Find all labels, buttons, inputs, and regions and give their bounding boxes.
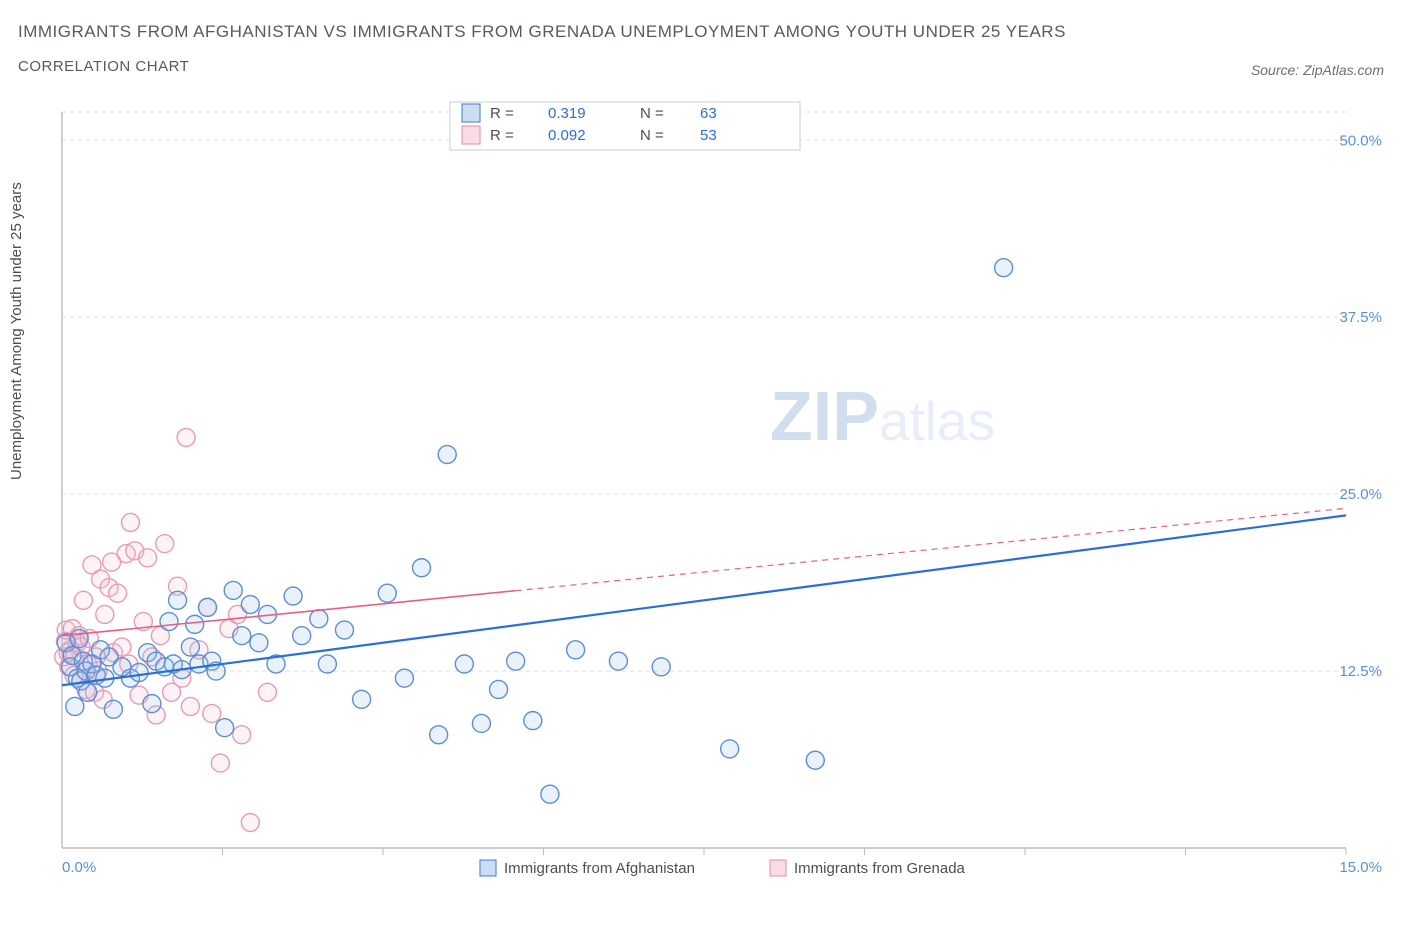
- data-point: [177, 429, 195, 447]
- data-point: [233, 627, 251, 645]
- data-point: [104, 700, 122, 718]
- regression-line-dashed: [516, 508, 1346, 590]
- data-point: [293, 627, 311, 645]
- data-point: [130, 663, 148, 681]
- legend-n-label: N =: [640, 127, 664, 144]
- data-point: [507, 652, 525, 670]
- x-axis-label-right: 15.0%: [1339, 859, 1382, 876]
- data-point: [318, 655, 336, 673]
- data-point: [310, 610, 328, 628]
- data-point: [109, 584, 127, 602]
- data-point: [413, 559, 431, 577]
- y-axis-label: Unemployment Among Youth under 25 years: [8, 182, 25, 480]
- data-point: [199, 598, 217, 616]
- legend-r-label: R =: [490, 105, 514, 122]
- data-point: [160, 613, 178, 631]
- y-tick-label: 12.5%: [1339, 663, 1382, 680]
- data-point: [284, 587, 302, 605]
- data-point: [241, 596, 259, 614]
- data-point: [169, 591, 187, 609]
- legend-series-label: Immigrants from Grenada: [794, 860, 966, 877]
- legend-n-value: 53: [700, 127, 717, 144]
- data-point: [250, 634, 268, 652]
- data-point: [186, 615, 204, 633]
- data-point: [438, 446, 456, 464]
- watermark: ZIPatlas: [770, 377, 995, 455]
- data-point: [241, 814, 259, 832]
- data-point: [472, 714, 490, 732]
- data-point: [652, 658, 670, 676]
- data-point: [490, 680, 508, 698]
- data-point: [335, 621, 353, 639]
- source-prefix: Source:: [1251, 62, 1303, 78]
- y-tick-label: 37.5%: [1339, 309, 1382, 326]
- legend-swatch: [770, 860, 786, 876]
- legend-r-value: 0.319: [548, 105, 586, 122]
- data-point: [430, 726, 448, 744]
- source-name: ZipAtlas.com: [1303, 62, 1384, 78]
- data-point: [395, 669, 413, 687]
- data-point: [156, 535, 174, 553]
- data-point: [203, 705, 221, 723]
- data-point: [121, 513, 139, 531]
- data-point: [541, 785, 559, 803]
- data-point: [721, 740, 739, 758]
- legend-r-label: R =: [490, 127, 514, 144]
- legend-series-label: Immigrants from Afghanistan: [504, 860, 695, 877]
- title-area: Immigrants from Afghanistan vs Immigrant…: [18, 22, 1066, 75]
- legend-n-value: 63: [700, 105, 717, 122]
- data-point: [70, 630, 88, 648]
- legend-n-label: N =: [640, 105, 664, 122]
- data-point: [455, 655, 473, 673]
- data-point: [233, 726, 251, 744]
- y-tick-label: 50.0%: [1339, 132, 1382, 149]
- data-point: [211, 754, 229, 772]
- data-point: [609, 652, 627, 670]
- data-point: [143, 695, 161, 713]
- data-point: [224, 581, 242, 599]
- data-point: [181, 638, 199, 656]
- data-point: [216, 719, 234, 737]
- legend-swatch: [462, 126, 480, 144]
- data-point: [353, 690, 371, 708]
- legend-r-value: 0.092: [548, 127, 586, 144]
- y-tick-label: 25.0%: [1339, 486, 1382, 503]
- data-point: [66, 697, 84, 715]
- data-point: [567, 641, 585, 659]
- correlation-scatter-chart: 12.5% 25.0% 37.5% 50.0% ZIPatlas 0.0% 15.0% R =…: [50, 100, 1388, 880]
- data-point: [806, 751, 824, 769]
- data-point: [79, 683, 97, 701]
- data-point: [74, 591, 92, 609]
- data-point: [96, 605, 114, 623]
- legend-swatch: [462, 104, 480, 122]
- x-axis-label-left: 0.0%: [62, 859, 96, 876]
- data-point: [258, 683, 276, 701]
- chart-title: Immigrants from Afghanistan vs Immigrant…: [18, 22, 1066, 42]
- data-point: [181, 697, 199, 715]
- data-point: [995, 259, 1013, 277]
- legend-swatch: [480, 860, 496, 876]
- chart-subtitle: Correlation Chart: [18, 58, 1066, 75]
- data-point: [139, 549, 157, 567]
- source-credit: Source: ZipAtlas.com: [1251, 62, 1384, 78]
- data-point: [524, 712, 542, 730]
- data-point: [378, 584, 396, 602]
